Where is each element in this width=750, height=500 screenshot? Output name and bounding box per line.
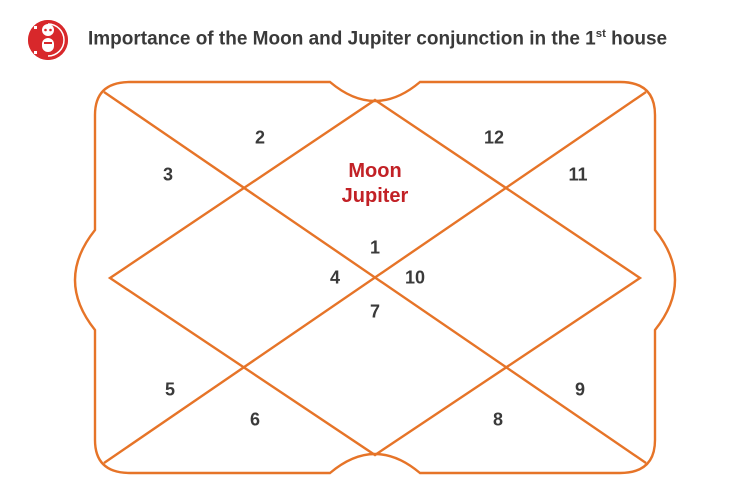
- house-label-9: 9: [575, 380, 585, 401]
- house-label-6: 6: [250, 410, 260, 431]
- house-label-3: 3: [163, 165, 173, 186]
- house-label-12: 12: [484, 128, 504, 149]
- house-label-11: 11: [568, 165, 587, 186]
- planet-jupiter: Jupiter: [342, 184, 409, 209]
- planets-in-house-1: Moon Jupiter: [342, 159, 409, 209]
- house-label-1: 1: [370, 238, 380, 259]
- house-label-8: 8: [493, 410, 503, 431]
- house-label-7: 7: [370, 302, 380, 323]
- astro-chart-card: Importance of the Moon and Jupiter conju…: [0, 0, 750, 500]
- house-label-5: 5: [165, 380, 175, 401]
- house-label-10: 10: [405, 268, 425, 289]
- house-label-4: 4: [330, 268, 340, 289]
- planet-moon: Moon: [342, 159, 409, 184]
- house-label-2: 2: [255, 128, 265, 149]
